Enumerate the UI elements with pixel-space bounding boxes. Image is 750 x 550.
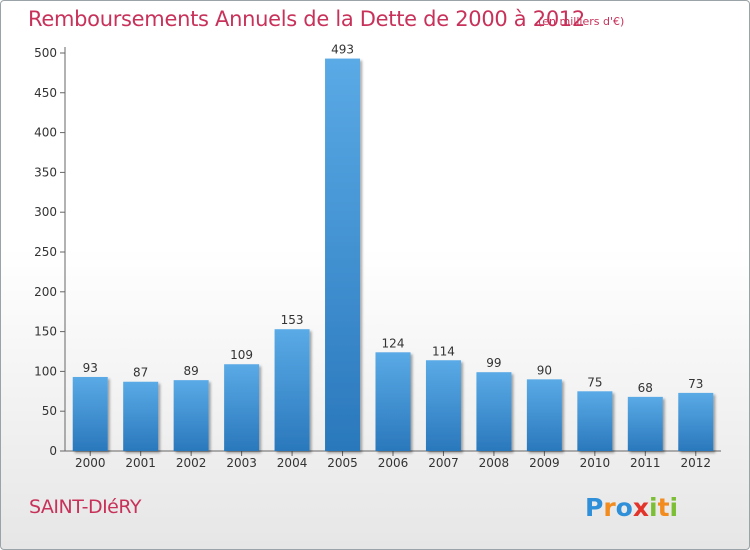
x-tick-label: 2011 bbox=[630, 456, 661, 470]
x-tick-label: 2006 bbox=[378, 456, 409, 470]
data-label: 90 bbox=[537, 363, 552, 377]
y-tick-label: 200 bbox=[34, 285, 57, 299]
data-label: 87 bbox=[133, 366, 148, 380]
x-tick-label: 2009 bbox=[529, 456, 560, 470]
data-label: 93 bbox=[83, 361, 98, 375]
bar bbox=[72, 376, 108, 451]
chart-data-labels: 93 87 89 109 153 493 124 114 99 90 75 68 73 bbox=[83, 43, 704, 395]
data-label: 73 bbox=[688, 377, 703, 391]
x-tick-label: 2002 bbox=[176, 456, 207, 470]
y-tick-label: 450 bbox=[34, 86, 57, 100]
chart-title: Remboursements Annuels de la Dette de 20… bbox=[28, 7, 585, 31]
y-tick-label: 150 bbox=[34, 325, 57, 339]
data-label: 114 bbox=[432, 344, 455, 358]
data-label: 99 bbox=[486, 356, 501, 370]
data-label: 89 bbox=[184, 364, 199, 378]
bar bbox=[274, 329, 310, 451]
svg-text:Proxiti: Proxiti bbox=[585, 493, 678, 522]
bar bbox=[526, 379, 562, 451]
data-label: 109 bbox=[230, 348, 253, 362]
x-tick-label: 2000 bbox=[75, 456, 106, 470]
x-tick-label: 2003 bbox=[226, 456, 257, 470]
x-tick-label: 2012 bbox=[680, 456, 711, 470]
chart-unit-label: (en milliers d'€) bbox=[538, 15, 625, 28]
bar bbox=[325, 58, 361, 452]
y-tick-label: 400 bbox=[34, 126, 57, 140]
data-label: 75 bbox=[587, 375, 602, 389]
data-label: 153 bbox=[281, 313, 304, 327]
data-label: 68 bbox=[638, 381, 653, 395]
chart-bars bbox=[72, 58, 714, 452]
bar bbox=[627, 396, 663, 451]
bar bbox=[375, 352, 411, 451]
x-tick-label: 2010 bbox=[580, 456, 611, 470]
x-tick-label: 2004 bbox=[277, 456, 308, 470]
y-tick-label: 500 bbox=[34, 46, 57, 60]
bar bbox=[476, 372, 512, 451]
x-tick-label: 2007 bbox=[428, 456, 459, 470]
x-tick-label: 2005 bbox=[327, 456, 358, 470]
y-tick-label: 50 bbox=[42, 404, 57, 418]
chart-axes: 0 50 100 150 200 250 300 350 400 450 500 2000 2001 20… bbox=[34, 46, 721, 470]
data-label: 124 bbox=[382, 336, 405, 350]
bar bbox=[173, 380, 209, 451]
bar bbox=[678, 392, 714, 451]
y-tick-label: 100 bbox=[34, 364, 57, 378]
y-tick-label: 300 bbox=[34, 205, 57, 219]
x-tick-label: 2008 bbox=[479, 456, 510, 470]
proxiti-logo: Proxiti bbox=[585, 493, 678, 522]
bar bbox=[224, 364, 260, 451]
bar bbox=[123, 381, 159, 451]
bar bbox=[577, 391, 613, 451]
data-label: 493 bbox=[331, 43, 354, 57]
y-tick-label: 250 bbox=[34, 245, 57, 259]
y-tick-label: 350 bbox=[34, 165, 57, 179]
x-tick-label: 2001 bbox=[125, 456, 156, 470]
y-tick-label: 0 bbox=[49, 444, 57, 458]
commune-name: SAINT-DIéRY bbox=[29, 496, 141, 518]
bar bbox=[425, 360, 461, 451]
